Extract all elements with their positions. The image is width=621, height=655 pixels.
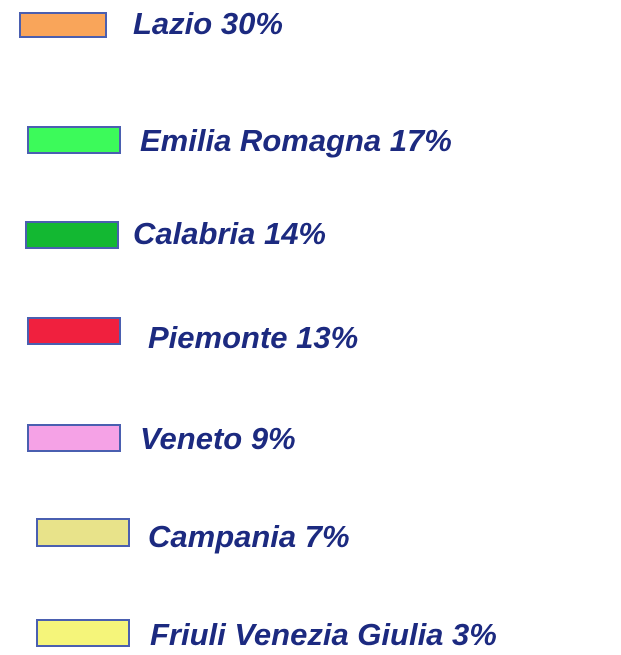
legend-swatch — [36, 619, 130, 647]
legend-label: Calabria 14% — [133, 216, 326, 251]
legend-swatch — [27, 424, 121, 452]
legend-swatch — [27, 317, 121, 345]
legend-label: Friuli Venezia Giulia 3% — [150, 617, 497, 652]
legend-label: Emilia Romagna 17% — [140, 123, 452, 158]
legend-swatch — [25, 221, 119, 249]
legend-swatch — [36, 518, 130, 547]
legend-label: Campania 7% — [148, 519, 350, 554]
legend-label: Veneto 9% — [140, 421, 296, 456]
legend-label: Lazio 30% — [133, 6, 283, 41]
legend-swatch — [27, 126, 121, 154]
legend-swatch — [19, 12, 107, 38]
legend-label: Piemonte 13% — [148, 320, 358, 355]
